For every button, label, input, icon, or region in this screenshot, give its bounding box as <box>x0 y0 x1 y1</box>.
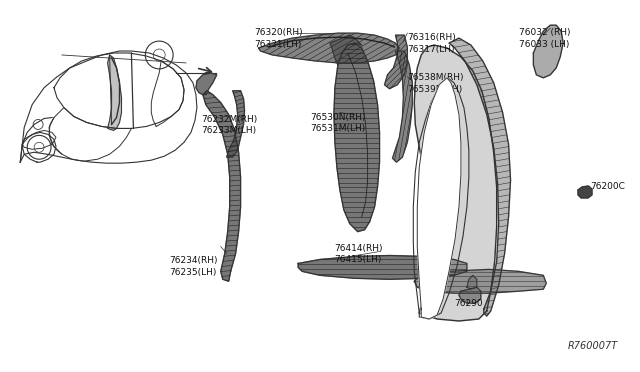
Polygon shape <box>449 38 511 316</box>
Polygon shape <box>385 35 407 89</box>
Polygon shape <box>298 256 467 279</box>
Text: 76320(RH)
76321(LH): 76320(RH) 76321(LH) <box>255 28 303 49</box>
Polygon shape <box>414 269 547 293</box>
Polygon shape <box>467 275 477 289</box>
Polygon shape <box>227 91 244 157</box>
Polygon shape <box>259 33 399 63</box>
Text: R760007T: R760007T <box>568 341 618 351</box>
Text: 76032 (RH)
76033 (LH): 76032 (RH) 76033 (LH) <box>518 28 570 49</box>
Text: 76232M(RH)
76233M(LH): 76232M(RH) 76233M(LH) <box>201 115 257 135</box>
Polygon shape <box>459 287 481 303</box>
Text: 76414(RH)
76415(LH): 76414(RH) 76415(LH) <box>334 244 382 264</box>
Polygon shape <box>578 186 592 198</box>
Text: 76316(RH)
76317(LH): 76316(RH) 76317(LH) <box>407 33 456 54</box>
Polygon shape <box>108 55 122 131</box>
Polygon shape <box>334 43 380 232</box>
Polygon shape <box>196 73 217 95</box>
Text: 76234(RH)
76235(LH): 76234(RH) 76235(LH) <box>169 256 218 277</box>
Polygon shape <box>414 45 497 321</box>
Polygon shape <box>330 35 362 65</box>
Polygon shape <box>417 78 461 319</box>
Text: 76290: 76290 <box>454 299 483 308</box>
Text: 76530N(RH)
76531M(LH): 76530N(RH) 76531M(LH) <box>310 113 365 133</box>
Text: 76200C: 76200C <box>590 182 625 191</box>
Polygon shape <box>392 51 412 162</box>
Text: 76538M(RH)
76539M(LH): 76538M(RH) 76539M(LH) <box>407 73 464 94</box>
Polygon shape <box>533 25 563 78</box>
Polygon shape <box>203 91 241 281</box>
